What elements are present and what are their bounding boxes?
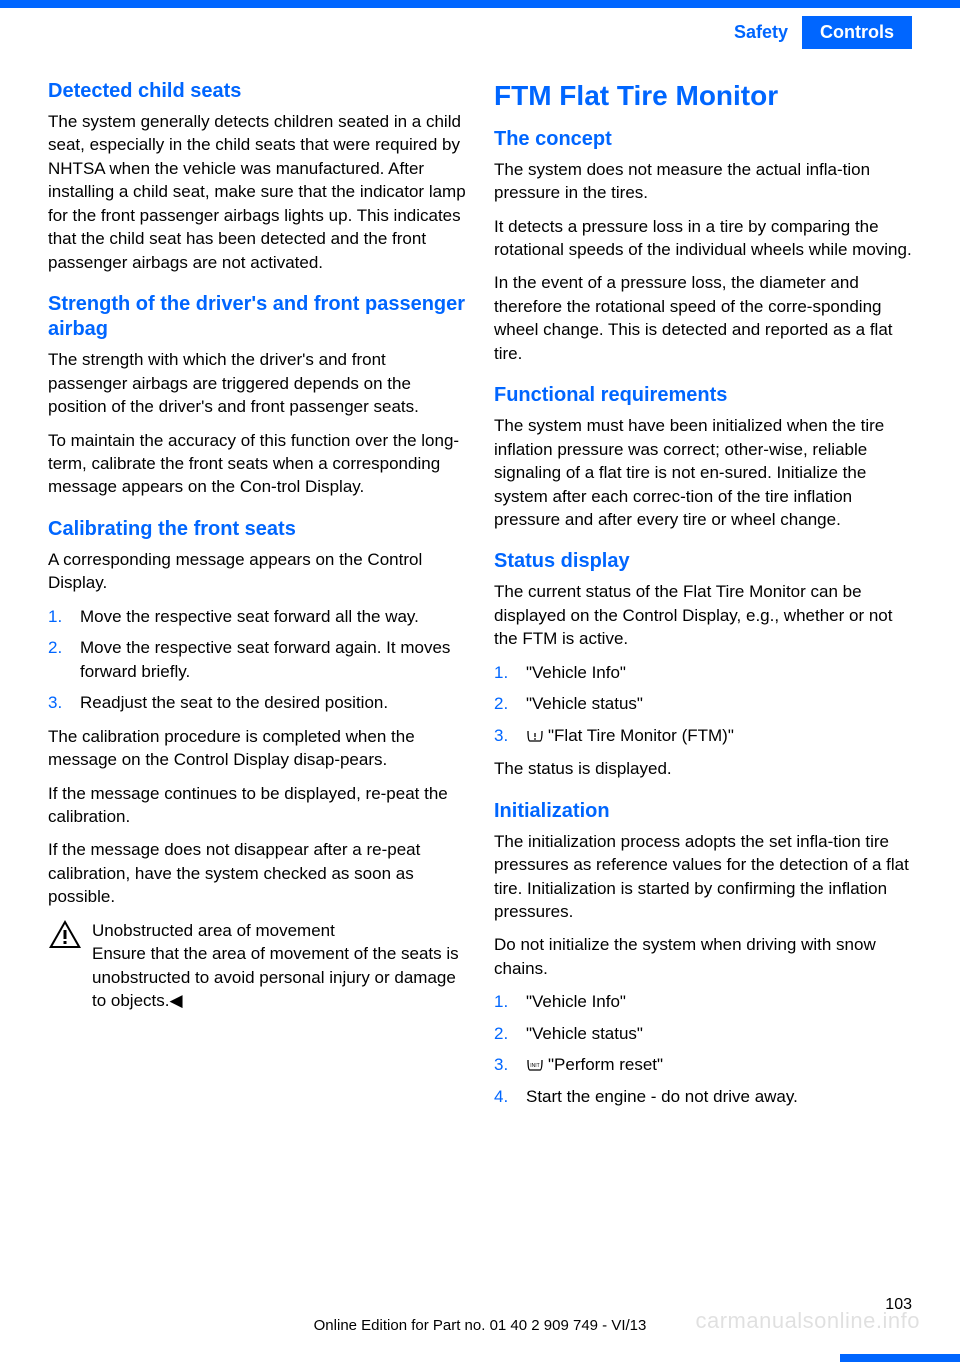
paragraph: The strength with which the driver's and… xyxy=(48,348,466,418)
list-number: 3. xyxy=(494,724,526,747)
list-item: 1.Move the respective seat forward all t… xyxy=(48,605,466,628)
heading-concept: The concept xyxy=(494,127,912,152)
heading-ftm: FTM Flat Tire Monitor xyxy=(494,79,912,113)
header-chapter-label: Controls xyxy=(802,16,912,49)
header-row: Safety Controls xyxy=(0,8,960,49)
heading-calibrating-seats: Calibrating the front seats xyxy=(48,517,466,542)
list-item: 4.Start the engine - do not drive away. xyxy=(494,1085,912,1108)
list-number: 1. xyxy=(48,605,80,628)
paragraph: The current status of the Flat Tire Moni… xyxy=(494,580,912,650)
paragraph: Do not initialize the system when drivin… xyxy=(494,933,912,980)
warning-title: Unobstructed area of movement xyxy=(92,921,335,940)
warning-block: Unobstructed area of movement Ensure tha… xyxy=(48,919,466,1013)
list-number: 1. xyxy=(494,990,526,1013)
init-steps-list: 1."Vehicle Info" 2."Vehicle status" 3. I… xyxy=(494,990,912,1108)
list-text: Move the respective seat forward all the… xyxy=(80,605,466,628)
paragraph: If the message continues to be displayed… xyxy=(48,782,466,829)
list-item: 1."Vehicle Info" xyxy=(494,990,912,1013)
paragraph: The system must have been initialized wh… xyxy=(494,414,912,531)
list-text-inner: "Flat Tire Monitor (FTM)" xyxy=(548,726,734,745)
list-number: 3. xyxy=(48,691,80,714)
list-number: 2. xyxy=(48,636,80,683)
list-text: Start the engine - do not drive away. xyxy=(526,1085,912,1108)
warning-triangle-icon xyxy=(48,919,82,949)
heading-initialization: Initialization xyxy=(494,799,912,824)
bottom-accent-bar xyxy=(840,1354,960,1362)
right-column: FTM Flat Tire Monitor The concept The sy… xyxy=(494,79,912,1118)
tire-warning-icon xyxy=(526,729,544,743)
paragraph: In the event of a pressure loss, the dia… xyxy=(494,271,912,365)
paragraph: The initialization process adopts the se… xyxy=(494,830,912,924)
list-number: 2. xyxy=(494,692,526,715)
watermark: carmanualsonline.info xyxy=(695,1308,920,1334)
list-item: 3. INIT "Perform reset" xyxy=(494,1053,912,1076)
svg-text:INIT: INIT xyxy=(530,1063,539,1069)
list-number: 2. xyxy=(494,1022,526,1045)
list-text: "Vehicle Info" xyxy=(526,661,912,684)
paragraph: The status is displayed. xyxy=(494,757,912,780)
paragraph: To maintain the accuracy of this functio… xyxy=(48,429,466,499)
list-item: 3.Readjust the seat to the desired posit… xyxy=(48,691,466,714)
list-text: Readjust the seat to the desired positio… xyxy=(80,691,466,714)
list-text: INIT "Perform reset" xyxy=(526,1053,912,1076)
list-text-inner: "Perform reset" xyxy=(548,1055,663,1074)
calibration-steps-list: 1.Move the respective seat forward all t… xyxy=(48,605,466,715)
paragraph: The calibration procedure is completed w… xyxy=(48,725,466,772)
heading-airbag-strength: Strength of the driver's and front passe… xyxy=(48,292,466,342)
list-item: 2.Move the respective seat forward again… xyxy=(48,636,466,683)
paragraph: A corresponding message appears on the C… xyxy=(48,548,466,595)
top-accent-bar xyxy=(0,0,960,8)
heading-functional-requirements: Functional requirements xyxy=(494,383,912,408)
paragraph: The system generally detects children se… xyxy=(48,110,466,274)
page-body: Detected child seats The system generall… xyxy=(0,49,960,1118)
list-text: Move the respective seat forward again. … xyxy=(80,636,466,683)
tire-init-icon: INIT xyxy=(526,1058,544,1072)
paragraph: It detects a pressure loss in a tire by … xyxy=(494,215,912,262)
list-item: 3. "Flat Tire Monitor (FTM)" xyxy=(494,724,912,747)
heading-status-display: Status display xyxy=(494,549,912,574)
list-item: 2."Vehicle status" xyxy=(494,1022,912,1045)
paragraph: The system does not measure the actual i… xyxy=(494,158,912,205)
list-text: "Vehicle status" xyxy=(526,692,912,715)
left-column: Detected child seats The system generall… xyxy=(48,79,466,1118)
list-number: 4. xyxy=(494,1085,526,1108)
warning-body: Ensure that the area of movement of the … xyxy=(92,944,459,1010)
heading-detected-child-seats: Detected child seats xyxy=(48,79,466,104)
header-section-label: Safety xyxy=(720,16,802,49)
list-number: 3. xyxy=(494,1053,526,1076)
list-number: 1. xyxy=(494,661,526,684)
paragraph: If the message does not disappear after … xyxy=(48,838,466,908)
warning-text: Unobstructed area of movement Ensure tha… xyxy=(92,919,466,1013)
list-item: 1."Vehicle Info" xyxy=(494,661,912,684)
list-item: 2."Vehicle status" xyxy=(494,692,912,715)
list-text: "Flat Tire Monitor (FTM)" xyxy=(526,724,912,747)
status-steps-list: 1."Vehicle Info" 2."Vehicle status" 3. "… xyxy=(494,661,912,747)
list-text: "Vehicle status" xyxy=(526,1022,912,1045)
list-text: "Vehicle Info" xyxy=(526,990,912,1013)
